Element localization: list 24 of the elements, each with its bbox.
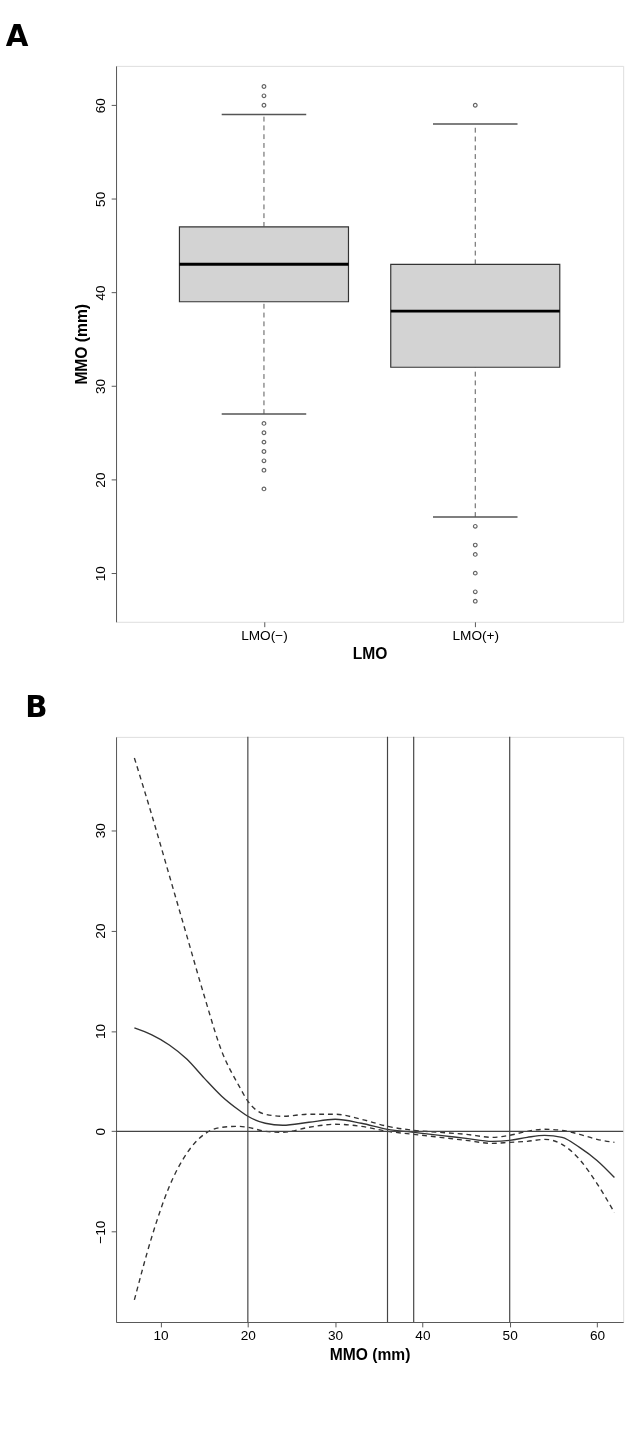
x-tick-label: LMO(−) <box>241 627 288 643</box>
y-tick-label: 60 <box>92 97 108 114</box>
x-tick-label: 30 <box>328 1328 344 1344</box>
x-tick-label: 50 <box>502 1328 519 1344</box>
x-axis-title: MMO (mm) <box>329 1345 411 1363</box>
y-tick-label: 40 <box>92 284 108 301</box>
y-tick-label: 20 <box>92 472 108 488</box>
chart-title: A <box>5 19 29 54</box>
y-tick-label: 10 <box>92 1023 108 1040</box>
y-tick-label: 30 <box>92 822 108 839</box>
y-tick-label: 30 <box>92 378 108 395</box>
x-tick-label: 10 <box>153 1328 170 1344</box>
x-axis-title: LMO <box>352 645 388 663</box>
y-tick-label: −10 <box>92 1220 108 1244</box>
y-tick-label: 50 <box>92 191 108 207</box>
chart-title: B <box>25 689 48 724</box>
y-tick-label: 20 <box>92 923 108 939</box>
y-axis-title: MMO (mm) <box>73 304 91 385</box>
y-tick-label: 0 <box>92 1127 108 1136</box>
x-tick-label: LMO(+) <box>452 627 500 643</box>
x-tick-label: 20 <box>240 1328 257 1344</box>
x-tick-label: 40 <box>415 1328 431 1344</box>
y-tick-label: 10 <box>92 565 108 582</box>
x-tick-label: 60 <box>589 1328 606 1344</box>
